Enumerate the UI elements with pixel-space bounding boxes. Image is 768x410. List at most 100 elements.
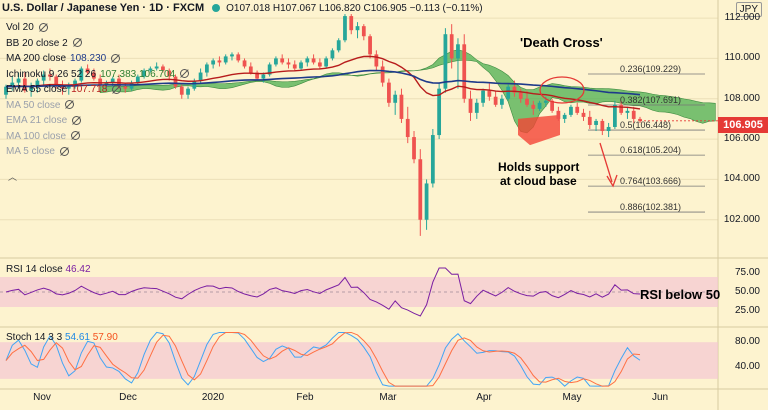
candle-body — [556, 110, 561, 119]
indicator-row[interactable]: MA 50 close — [6, 98, 189, 114]
indicator-row[interactable]: MA 5 close — [6, 144, 189, 160]
indicator-row[interactable]: MA 100 close — [6, 129, 189, 145]
candle-body — [399, 94, 404, 119]
stoch-label: Stoch 14 3 3 — [6, 332, 63, 343]
fib-label: 0.886(102.381) — [620, 202, 682, 213]
stoch-axis-tick: 80.00 — [734, 336, 760, 348]
hidden-eye-icon[interactable] — [65, 100, 75, 110]
candle-body — [638, 118, 642, 121]
candle-body — [91, 72, 96, 79]
candle-body — [280, 58, 285, 63]
hidden-eye-icon[interactable] — [38, 22, 48, 32]
symbol-title: U.S. Dollar / Japanese Yen · 1D · FXCM — [2, 2, 205, 14]
candle-body — [619, 104, 624, 113]
candle-body — [198, 72, 203, 81]
candle-body — [387, 82, 391, 103]
candle-body — [79, 68, 84, 81]
candle-body — [336, 40, 341, 51]
candle-body — [474, 102, 479, 113]
candle-body — [437, 88, 442, 136]
candle-body — [98, 78, 103, 85]
candle-body — [424, 183, 429, 220]
candle-body — [286, 62, 291, 65]
rsi-axis-tick: 50.00 — [734, 286, 760, 297]
indicator-row[interactable]: Ichimoku 9 26 52 26 107.383 106.704 — [6, 67, 190, 83]
price-axis-tick: 102.000 — [723, 213, 760, 225]
ma200-line — [5, 69, 641, 96]
indicator-value: 107.718 — [71, 84, 108, 95]
fib-label: 0.236(109.229) — [620, 63, 682, 74]
bearish-cloud-area — [518, 114, 560, 146]
candle-body — [374, 54, 379, 67]
price-axis-tick: 112.000 — [724, 12, 760, 24]
holds-support-line2: at cloud base — [500, 174, 577, 188]
candle-body — [148, 68, 153, 71]
stoch-k-value: 54.61 — [64, 332, 90, 343]
indicator-label: EMA 55 close — [6, 84, 68, 95]
hidden-eye-icon[interactable] — [112, 84, 122, 94]
hidden-eye-icon[interactable] — [72, 115, 82, 125]
candle-body — [4, 86, 8, 95]
hidden-eye-icon[interactable] — [180, 69, 190, 79]
rsi-label: RSI 14 close — [6, 264, 63, 275]
price-axis-tick: 104.000 — [723, 173, 760, 185]
candle-body — [29, 86, 33, 91]
candle-body — [606, 126, 611, 132]
stoch-axis-tick: 40.00 — [734, 360, 760, 372]
indicator-row[interactable]: EMA 55 close 107.718 — [6, 82, 189, 98]
hidden-eye-icon[interactable] — [59, 146, 69, 156]
candle-body — [361, 26, 366, 37]
time-axis-tick: Mar — [379, 392, 397, 403]
candle-body — [518, 92, 523, 99]
hidden-eye-icon[interactable] — [71, 131, 81, 141]
candle-body — [412, 137, 416, 160]
collapse-legend-icon[interactable]: ︿ — [8, 172, 18, 182]
indicator-row[interactable]: MA 200 close 108.230 — [6, 51, 189, 67]
holds-support-line1: Holds support — [498, 160, 580, 174]
candle-body — [123, 86, 128, 89]
candle-body — [543, 100, 548, 103]
indicator-row[interactable]: EMA 21 close — [6, 113, 189, 129]
candle-body — [217, 60, 222, 63]
candle-body — [230, 54, 234, 57]
indicator-label: Vol 20 — [6, 22, 34, 33]
death-cross-circle — [539, 76, 585, 104]
candle-body — [487, 90, 492, 97]
candle-body — [500, 98, 504, 105]
stoch-d-line — [5, 331, 641, 387]
hidden-eye-icon[interactable] — [72, 38, 82, 48]
candle-body — [255, 72, 259, 79]
candle-body — [135, 76, 140, 83]
candle-body — [600, 120, 605, 132]
candle-body — [35, 80, 40, 87]
candle-body — [22, 78, 27, 91]
chart-header: U.S. Dollar / Japanese Yen · 1D · FXCM O1… — [2, 2, 483, 14]
candlestick-series — [4, 14, 642, 236]
candle-body — [10, 82, 15, 87]
indicator-row[interactable]: BB 20 close 2 — [6, 36, 189, 52]
current-price-tag: 106.905 — [718, 117, 768, 133]
indicator-row[interactable]: Vol 20 — [6, 20, 189, 36]
fib-label: 0.618(105.204) — [620, 145, 682, 156]
candle-body — [418, 159, 423, 220]
candle-body — [248, 66, 253, 73]
rsi-axis-tick: 25.00 — [734, 304, 760, 316]
candle-body — [73, 80, 77, 87]
hidden-eye-icon[interactable] — [111, 53, 121, 63]
candle-body — [16, 78, 21, 83]
candle-body — [380, 66, 385, 83]
candle-body — [66, 86, 71, 89]
time-axis-tick: Dec — [119, 392, 137, 403]
candle-body — [355, 26, 360, 31]
candle-body — [393, 94, 398, 103]
candle-body — [267, 64, 272, 75]
candle-body — [186, 88, 190, 95]
currency-badge[interactable]: JPY — [735, 2, 762, 17]
indicator-label: MA 100 close — [6, 130, 67, 142]
candle-body — [462, 44, 467, 99]
stoch-pane — [0, 326, 768, 387]
candle-body — [537, 102, 542, 109]
rsi-legend: RSI 14 close 46.42 — [6, 264, 91, 275]
candle-body — [211, 60, 216, 65]
